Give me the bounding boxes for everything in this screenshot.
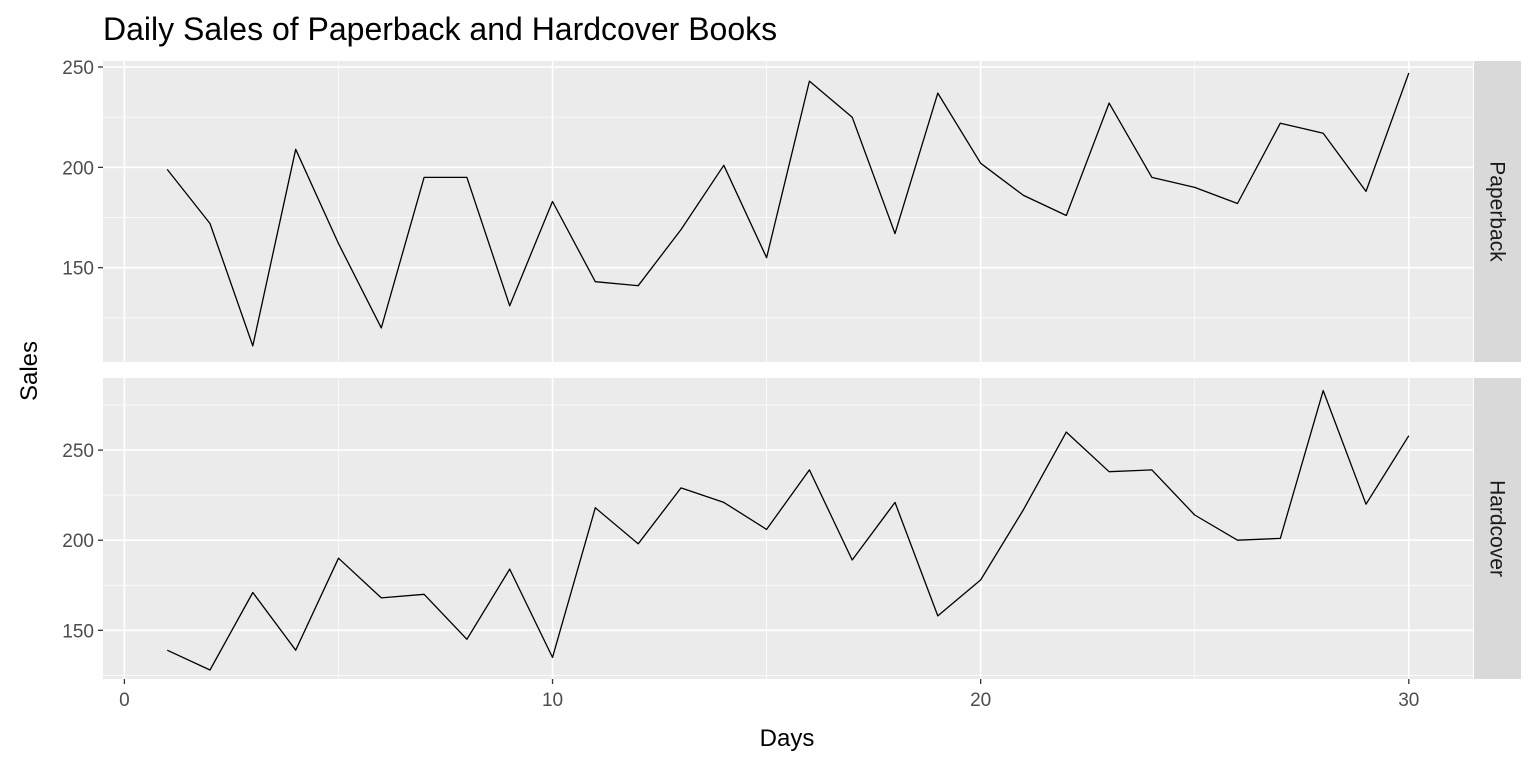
facet-strip-label-hardcover: Hardcover (1486, 480, 1509, 577)
x-tick-label: 10 (542, 690, 563, 711)
y-tick-label-paperback: 250 (62, 58, 94, 79)
y-tick-label-hardcover: 250 (62, 441, 94, 462)
panel-background-paperback (103, 61, 1473, 362)
series-line-paperback (166, 72, 1410, 347)
x-axis-title: Days (760, 725, 815, 752)
chart-title: Daily Sales of Paperback and Hardcover B… (103, 11, 777, 47)
panel-background-hardcover (103, 378, 1473, 679)
facet-strip-label-paperback: Paperback (1486, 161, 1509, 262)
y-axis-title: Sales (16, 341, 43, 401)
facet-strip-paperback (1474, 61, 1521, 362)
series-line-hardcover (166, 389, 1410, 671)
plot-layer: 150 200 250 Paperback 150 200 250 Hardcover 0 10 2… (62, 58, 1521, 711)
x-tick-label: 30 (1398, 690, 1419, 711)
x-tick-label: 0 (119, 690, 130, 711)
y-tick-label-paperback: 200 (62, 158, 94, 179)
x-tick-label: 20 (970, 690, 991, 711)
y-tick-label-hardcover: 150 (62, 621, 94, 642)
facet-strip-hardcover (1474, 378, 1521, 679)
y-tick-label-paperback: 150 (62, 259, 94, 280)
y-tick-label-hardcover: 200 (62, 531, 94, 552)
